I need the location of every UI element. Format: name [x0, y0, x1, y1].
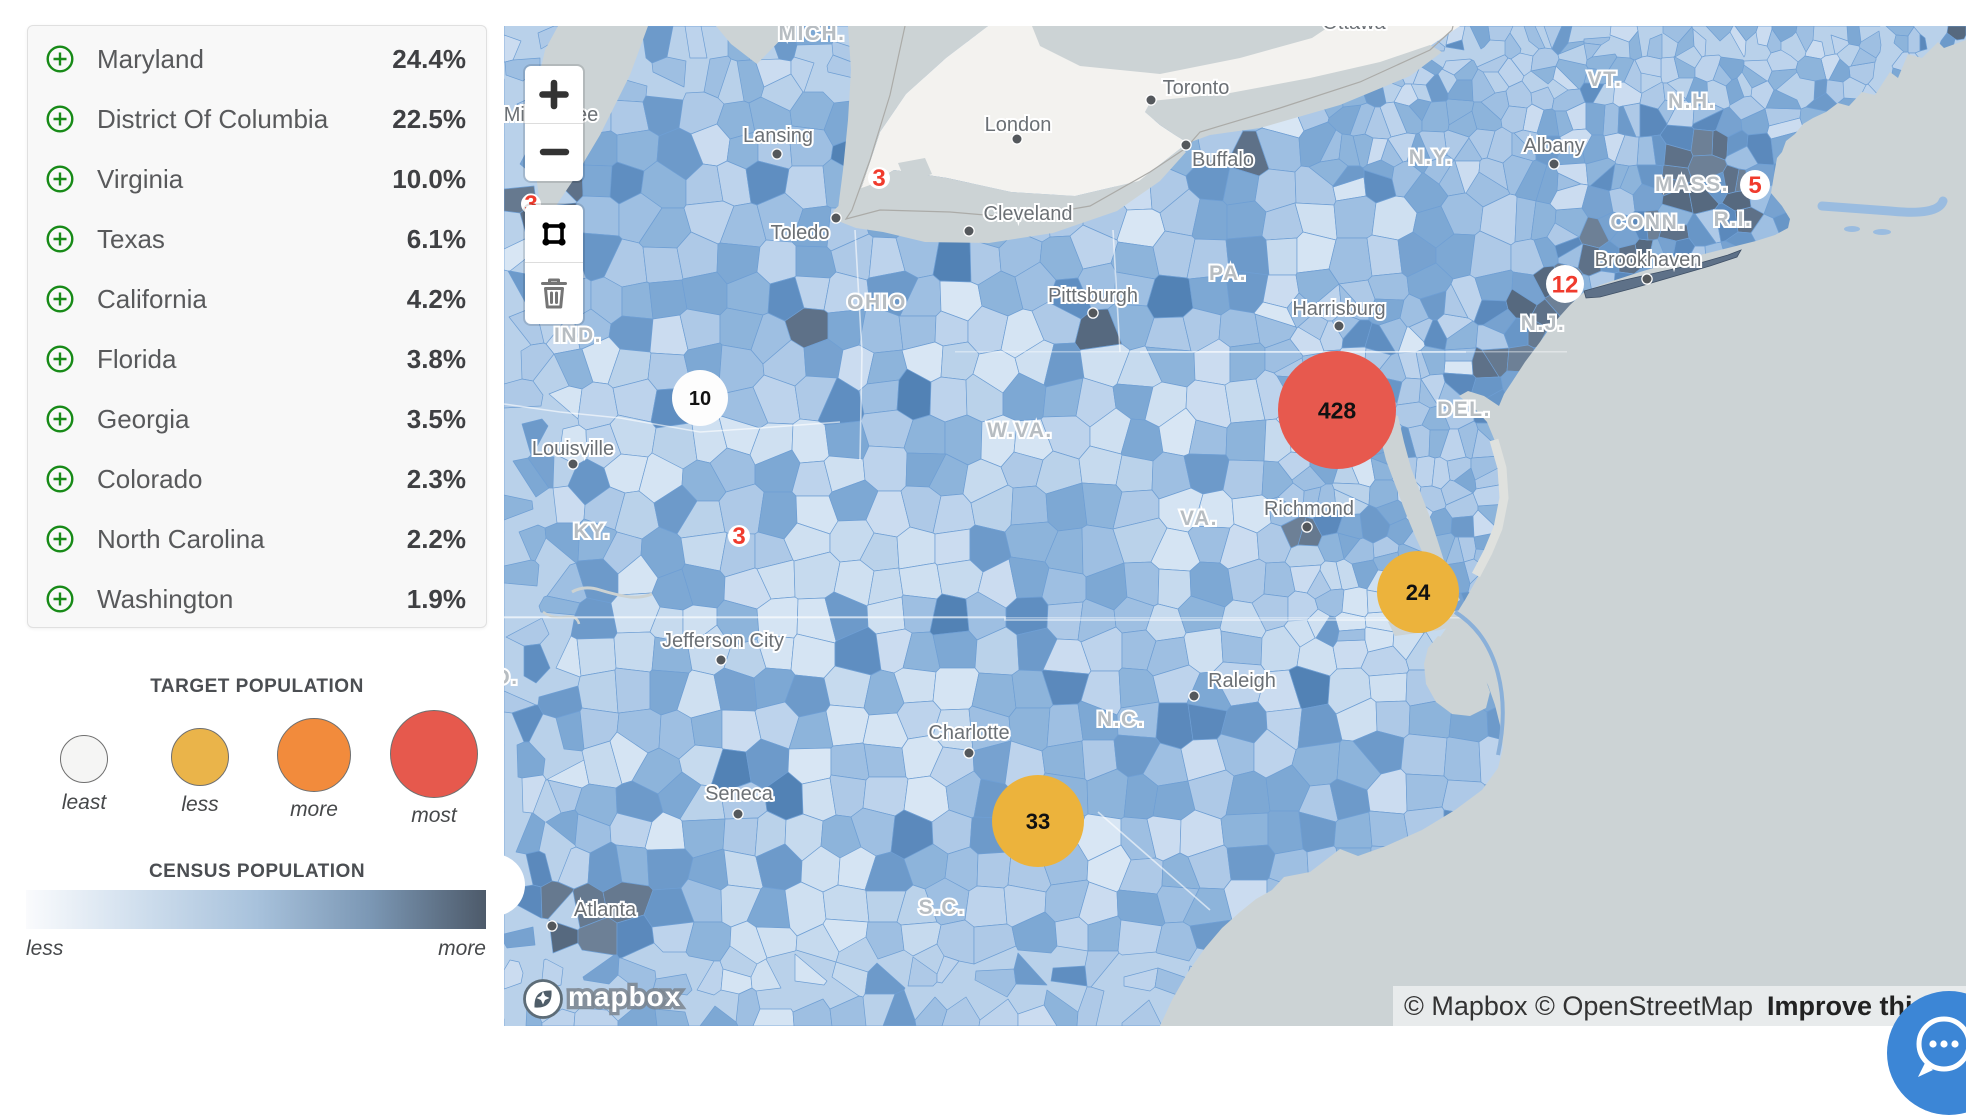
svg-text:R.I.: R.I.	[1714, 208, 1753, 231]
svg-text:3: 3	[732, 523, 745, 550]
svg-text:3: 3	[872, 165, 885, 192]
svg-text:KY.: KY.	[573, 520, 610, 543]
svg-text:mapbox: mapbox	[568, 981, 681, 1012]
svg-text:OHIO: OHIO	[847, 291, 907, 314]
svg-text:IND.: IND.	[554, 324, 602, 347]
svg-text:N.J.: N.J.	[1521, 312, 1566, 335]
svg-text:Raleigh: Raleigh	[1208, 670, 1276, 692]
svg-text:MASS.: MASS.	[1655, 173, 1729, 196]
svg-text:MICH.: MICH.	[779, 26, 846, 45]
svg-text:Albany: Albany	[1523, 135, 1584, 157]
svg-text:33: 33	[1026, 809, 1050, 834]
svg-text:O.: O.	[504, 666, 519, 689]
svg-text:CONN.: CONN.	[1610, 211, 1685, 234]
svg-text:VA.: VA.	[1180, 507, 1218, 530]
svg-text:Seneca: Seneca	[705, 783, 774, 805]
svg-text:24: 24	[1406, 580, 1431, 605]
svg-text:Charlotte: Charlotte	[928, 722, 1009, 744]
svg-text:W.VA.: W.VA.	[987, 419, 1052, 442]
svg-text:N.H.: N.H.	[1668, 90, 1716, 113]
svg-text:Ottawa: Ottawa	[1322, 26, 1386, 34]
svg-text:Toronto: Toronto	[1163, 77, 1230, 99]
svg-text:VT.: VT.	[1588, 68, 1623, 91]
svg-text:428: 428	[1318, 397, 1357, 423]
svg-text:London: London	[985, 114, 1052, 136]
svg-text:Lansing: Lansing	[743, 125, 813, 147]
svg-text:Jefferson City: Jefferson City	[662, 630, 784, 652]
svg-text:S.C.: S.C.	[919, 896, 966, 919]
svg-text:Buffalo: Buffalo	[1192, 149, 1254, 171]
svg-text:DEL.: DEL.	[1437, 398, 1491, 421]
svg-text:Cleveland: Cleveland	[984, 203, 1073, 225]
svg-text:10: 10	[689, 388, 711, 410]
svg-text:Harrisburg: Harrisburg	[1292, 298, 1385, 320]
svg-text:N.Y.: N.Y.	[1409, 146, 1454, 169]
svg-text:Atlanta: Atlanta	[574, 899, 637, 921]
svg-text:5: 5	[1748, 172, 1761, 199]
svg-text:Pittsburgh: Pittsburgh	[1048, 285, 1138, 307]
svg-text:Richmond: Richmond	[1264, 498, 1354, 520]
svg-text:PA.: PA.	[1209, 262, 1247, 285]
svg-text:Louisville: Louisville	[532, 438, 614, 460]
svg-text:Toledo: Toledo	[771, 222, 830, 244]
svg-text:N.C.: N.C.	[1097, 708, 1145, 731]
svg-text:12: 12	[1552, 272, 1579, 299]
svg-text:Brookhaven: Brookhaven	[1595, 249, 1702, 271]
